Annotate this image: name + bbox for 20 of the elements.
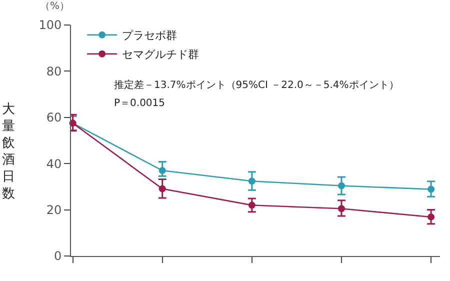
point <box>428 186 435 193</box>
point <box>248 178 256 185</box>
point <box>338 182 345 190</box>
y-tick-label: 40 <box>46 156 62 171</box>
text: （%） <box>40 1 70 12</box>
point <box>158 167 166 174</box>
y-tick-label: 0 <box>54 249 62 264</box>
y-axis-title: 大量飲酒日数 <box>2 102 15 202</box>
point <box>248 202 256 209</box>
y-tick-label: 80 <box>46 64 62 78</box>
legend-label: セマグルチド群 <box>122 48 200 62</box>
annotation: 推定差－13.7%ポイント（95%CI －22.0～－5.4%ポイント） <box>114 79 399 91</box>
y-tick-label: 20 <box>46 203 62 217</box>
point <box>428 213 435 220</box>
point <box>338 205 345 212</box>
y-tick-label: 100 <box>38 18 62 32</box>
annotation: P＝0.0015 <box>114 98 166 109</box>
point <box>158 185 166 192</box>
legend-label: プラセボ群 <box>122 29 178 42</box>
y-tick-label: 60 <box>46 110 62 125</box>
